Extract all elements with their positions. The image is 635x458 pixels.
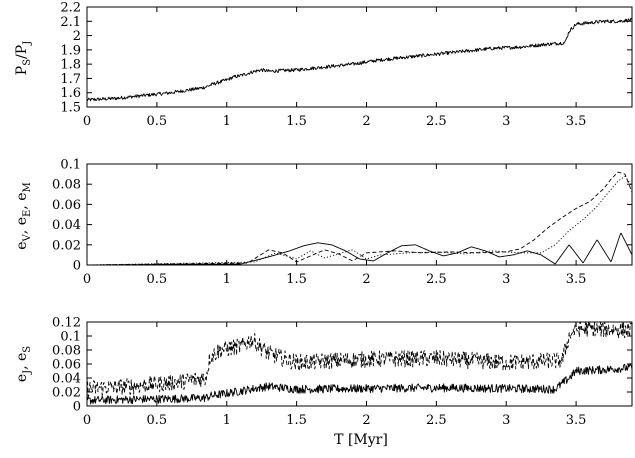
series-line-3 <box>86 175 633 266</box>
plot-frame <box>86 6 633 108</box>
y-tick-label: 2 <box>73 29 81 44</box>
plot-frame <box>86 163 633 266</box>
x-tick-label: 1 <box>223 272 231 287</box>
x-tick-label: 0.5 <box>147 413 168 428</box>
y-tick-label: 0.1 <box>60 158 81 173</box>
y-tick-label: 0.06 <box>52 198 81 213</box>
series-line-2 <box>86 321 633 397</box>
y-axis-label: eJ, eS <box>14 346 33 383</box>
y-tick-label: 0.08 <box>52 344 81 359</box>
x-tick-label: 0.5 <box>147 272 168 287</box>
x-tick-label: 3.5 <box>566 114 587 129</box>
y-tick-label: 0.02 <box>52 238 81 253</box>
y-tick-label: 1.8 <box>60 58 81 73</box>
y-tick-label: 2.2 <box>60 1 81 16</box>
x-tick-label: 0 <box>83 272 91 287</box>
x-tick-label: 1 <box>223 413 231 428</box>
y-tick-label: 0 <box>73 259 81 274</box>
panel-giant-eccentricities: eJ, eS T [Myr] 0 0.5 1 1.5 2 2.5 3 3.5 00.020.04… <box>14 316 633 448</box>
y-tick-label: 2.1 <box>60 15 81 30</box>
x-tick-label: 2 <box>362 272 370 287</box>
x-tick-label: 3.5 <box>566 413 587 428</box>
x-tick-label: 1.5 <box>286 272 307 287</box>
x-tick-label: 0 <box>83 114 91 129</box>
y-tick-label: 0.12 <box>52 316 81 331</box>
y-tick-label: 0.04 <box>52 372 81 387</box>
series-line-1 <box>86 17 633 102</box>
x-tick-label: 3 <box>502 114 510 129</box>
y-axis-label: PS/PJ <box>14 41 33 75</box>
x-tick-label: 1 <box>223 114 231 129</box>
y-tick-label: 0.02 <box>52 386 81 401</box>
x-tick-label: 2.5 <box>426 272 447 287</box>
series-line-1 <box>87 232 633 266</box>
panel-inner-eccentricities: eV, eE, eM 0 0.5 1 1.5 2 2.5 3 3.5 0 0.02 0.04 0.06… <box>14 158 633 287</box>
y-tick-label: 1.7 <box>60 72 81 87</box>
x-tick-label: 2.5 <box>426 413 447 428</box>
x-tick-label: 3.5 <box>566 272 587 287</box>
x-tick-label: 3 <box>502 413 510 428</box>
x-tick-label: 2 <box>362 114 370 129</box>
y-tick-label: 0.08 <box>52 178 81 193</box>
x-tick-label: 3 <box>502 272 510 287</box>
x-tick-label: 1.5 <box>286 413 307 428</box>
x-tick-label: 2.5 <box>426 114 447 129</box>
plot-frame <box>86 321 633 407</box>
series-line-1 <box>86 363 633 405</box>
x-axis-label: T [Myr] <box>334 432 388 448</box>
x-tick-label: 0.5 <box>147 114 168 129</box>
y-tick-label: 1.6 <box>60 86 81 101</box>
y-tick-label: 0.1 <box>60 330 81 345</box>
y-tick-label: 0.04 <box>52 218 81 233</box>
y-tick-label: 0.06 <box>52 358 81 373</box>
y-tick-label: 0 <box>73 400 81 415</box>
x-tick-label: 2 <box>362 413 370 428</box>
y-tick-label: 1.5 <box>60 101 81 116</box>
y-tick-label: 1.9 <box>60 43 81 58</box>
series-line-2 <box>86 171 633 266</box>
x-tick-label: 1.5 <box>286 114 307 129</box>
panel-period-ratio: PS/PJ 0 0.5 1 1.5 2 2.5 3 3.51.51.61.71.81.922.… <box>14 1 633 129</box>
x-tick-label: 0 <box>83 413 91 428</box>
y-axis-label: eV, eE, eM <box>14 182 33 249</box>
